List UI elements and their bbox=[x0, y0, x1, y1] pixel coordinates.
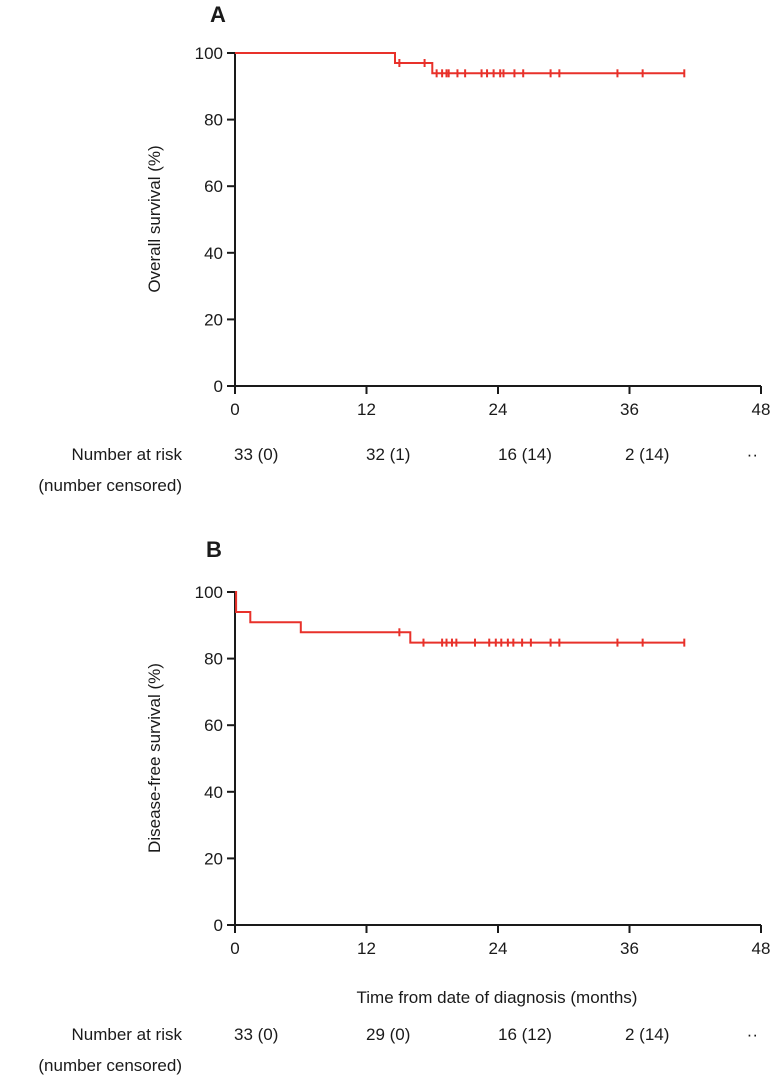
y-tick-label: 100 bbox=[195, 583, 223, 602]
risk-label-line2: (number censored) bbox=[38, 1056, 182, 1075]
y-tick-label: 60 bbox=[204, 716, 223, 735]
x-tick-label: 0 bbox=[230, 400, 239, 419]
x-axis-title: Time from date of diagnosis (months) bbox=[357, 988, 638, 1007]
y-tick-label: 40 bbox=[204, 783, 223, 802]
risk-value: 32 (1) bbox=[366, 445, 410, 464]
risk-value: 29 (0) bbox=[366, 1025, 410, 1044]
x-tick-label: 12 bbox=[357, 400, 376, 419]
risk-value: 2 (14) bbox=[625, 1025, 669, 1044]
risk-value: 33 (0) bbox=[234, 445, 278, 464]
panel-label: A bbox=[210, 2, 226, 27]
y-tick-label: 40 bbox=[204, 244, 223, 263]
risk-value: ·· bbox=[747, 1025, 758, 1044]
x-tick-label: 24 bbox=[489, 400, 508, 419]
y-tick-label: 80 bbox=[204, 650, 223, 669]
x-tick-label: 0 bbox=[230, 939, 239, 958]
panel-label: B bbox=[206, 537, 222, 562]
risk-label-line2: (number censored) bbox=[38, 476, 182, 495]
x-tick-label: 36 bbox=[620, 400, 639, 419]
x-tick-label: 48 bbox=[752, 400, 771, 419]
y-tick-label: 0 bbox=[214, 377, 223, 396]
y-tick-label: 60 bbox=[204, 177, 223, 196]
risk-value: ·· bbox=[747, 445, 758, 464]
risk-value: 33 (0) bbox=[234, 1025, 278, 1044]
risk-value: 2 (14) bbox=[625, 445, 669, 464]
x-tick-label: 12 bbox=[357, 939, 376, 958]
y-axis-title: Overall survival (%) bbox=[145, 145, 164, 292]
y-tick-label: 80 bbox=[204, 111, 223, 130]
risk-label-line1: Number at risk bbox=[71, 445, 182, 464]
x-tick-label: 48 bbox=[752, 939, 771, 958]
risk-value: 16 (14) bbox=[498, 445, 552, 464]
survival-curve bbox=[235, 591, 685, 644]
survival-curve bbox=[235, 52, 685, 75]
risk-label-line1: Number at risk bbox=[71, 1025, 182, 1044]
y-tick-label: 20 bbox=[204, 310, 223, 329]
y-tick-label: 100 bbox=[195, 44, 223, 63]
x-tick-label: 24 bbox=[489, 939, 508, 958]
y-tick-label: 0 bbox=[214, 916, 223, 935]
y-axis-title: Disease-free survival (%) bbox=[145, 663, 164, 853]
x-tick-label: 36 bbox=[620, 939, 639, 958]
panel-a: A Overall survival (%) 0 20 40 60 80 100 0 12 24… bbox=[38, 2, 770, 495]
risk-value: 16 (12) bbox=[498, 1025, 552, 1044]
y-tick-label: 20 bbox=[204, 849, 223, 868]
panel-b: B Disease-free survival (%) 0 20 40 60 80 100… bbox=[38, 537, 770, 1075]
